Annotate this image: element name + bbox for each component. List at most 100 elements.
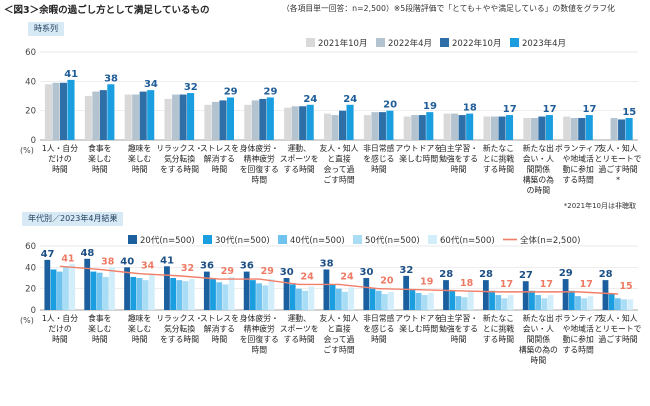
category-label: 時間 [92, 165, 108, 174]
category-label: を回復する [240, 164, 279, 174]
bar [538, 116, 546, 140]
bar [375, 290, 382, 310]
legend-swatch [278, 235, 287, 244]
category-label: する時間 [483, 165, 514, 174]
bar [426, 112, 434, 140]
bar [52, 82, 60, 140]
data-label: 38 [104, 73, 118, 84]
category-label: 1人・自分 [42, 313, 78, 323]
y-axis-unit: (%) [20, 146, 34, 155]
data-label-20s: 41 [160, 255, 174, 266]
bar [568, 290, 575, 310]
line-data-label: 17 [580, 279, 593, 290]
data-label-20s: 28 [479, 269, 493, 280]
line-data-label: 20 [380, 276, 394, 287]
line-data-label: 34 [141, 261, 155, 272]
bar [289, 284, 296, 310]
category-label: 時間 [531, 356, 547, 365]
category-label: 非日常感 [363, 143, 394, 153]
bar [284, 107, 292, 140]
bar [501, 298, 508, 310]
category-label: リラックス・ [156, 144, 203, 153]
bar [296, 288, 302, 310]
bar [329, 284, 336, 310]
bar [226, 97, 234, 140]
data-label-20s: 32 [399, 265, 413, 276]
category-label: 新たなこ [483, 143, 514, 153]
bar [627, 299, 634, 310]
category-label: 楽しむ [88, 154, 112, 164]
bar [216, 282, 223, 310]
category-label: とリモートで [595, 155, 642, 164]
y-tick-label: 20 [25, 107, 36, 117]
category-label: 時間 [451, 165, 467, 174]
y-tick-label: 20 [25, 285, 36, 295]
data-label: 15 [622, 107, 636, 118]
category-label: 過ごす時間 [599, 334, 638, 344]
category-label: 自主学習・ [439, 143, 478, 153]
bar [489, 290, 495, 310]
category-label: 時間 [451, 335, 467, 344]
category-label: 動に参加 [563, 334, 594, 344]
chart-title: ＜図3＞余暇の過ごし方として満足しているもの [4, 5, 210, 16]
legend-swatch [353, 235, 362, 244]
category-label: 間関係 [527, 165, 551, 174]
bar [421, 295, 428, 310]
bar [92, 91, 100, 140]
legend-label: 全体(n=2,500) [520, 235, 580, 246]
legend-swatch [128, 235, 137, 244]
bar [256, 283, 262, 310]
category-label: 新たな出 [523, 143, 554, 153]
y-tick-label: 60 [25, 48, 36, 58]
bar [483, 116, 491, 140]
bar [44, 84, 53, 140]
category-label: 食事を [88, 313, 111, 323]
bar [545, 115, 553, 140]
bar [124, 267, 130, 310]
bar [563, 116, 571, 140]
bar [63, 266, 69, 310]
data-label-20s: 40 [120, 256, 134, 267]
category-label: 間関係 [527, 335, 551, 344]
y-tick-label: 40 [25, 263, 36, 273]
footnote: *2021年10月は非聴取 [563, 202, 636, 210]
bar [522, 281, 529, 310]
y-tick-label: 40 [25, 77, 36, 87]
bar [219, 100, 227, 140]
legend-swatch [376, 38, 385, 47]
category-label: ストレスを [200, 144, 239, 153]
bar [268, 279, 275, 310]
legend-swatch [510, 38, 519, 47]
data-label-20s: 30 [280, 267, 294, 278]
category-label: する時間 [284, 335, 315, 344]
bar [482, 280, 489, 310]
category-label: 会って過 [324, 334, 355, 344]
data-label: 24 [303, 94, 317, 105]
category-label: 身体疲労・ [240, 143, 279, 153]
category-label: とに挑戦 [483, 154, 514, 164]
category-label: ごす時間 [323, 345, 354, 355]
bar [251, 100, 259, 140]
bar [418, 115, 426, 140]
line-overall [59, 265, 619, 295]
category-label: 精神疲労 [244, 154, 275, 164]
category-label: 友人・知人 [599, 313, 638, 323]
bar [610, 118, 618, 140]
bar [614, 298, 621, 310]
bar [324, 113, 332, 140]
data-label-20s: 38 [320, 258, 334, 269]
legend-label: 40代(n=500) [290, 235, 345, 246]
category-label: や地域活 [563, 324, 594, 334]
legend-label: 20代(n=500) [140, 235, 195, 246]
bar [84, 96, 92, 140]
category-label: ストレスを [200, 314, 239, 323]
bar [618, 119, 626, 140]
section-label-timeseries: 時系列 [28, 22, 64, 36]
line-data-label: 29 [221, 266, 234, 277]
category-label: 時間 [212, 335, 228, 344]
bar [466, 113, 474, 140]
bar [306, 104, 314, 140]
category-label: 気分転換 [164, 324, 195, 334]
category-label: 楽しむ [128, 324, 152, 334]
data-label: 32 [184, 82, 198, 93]
